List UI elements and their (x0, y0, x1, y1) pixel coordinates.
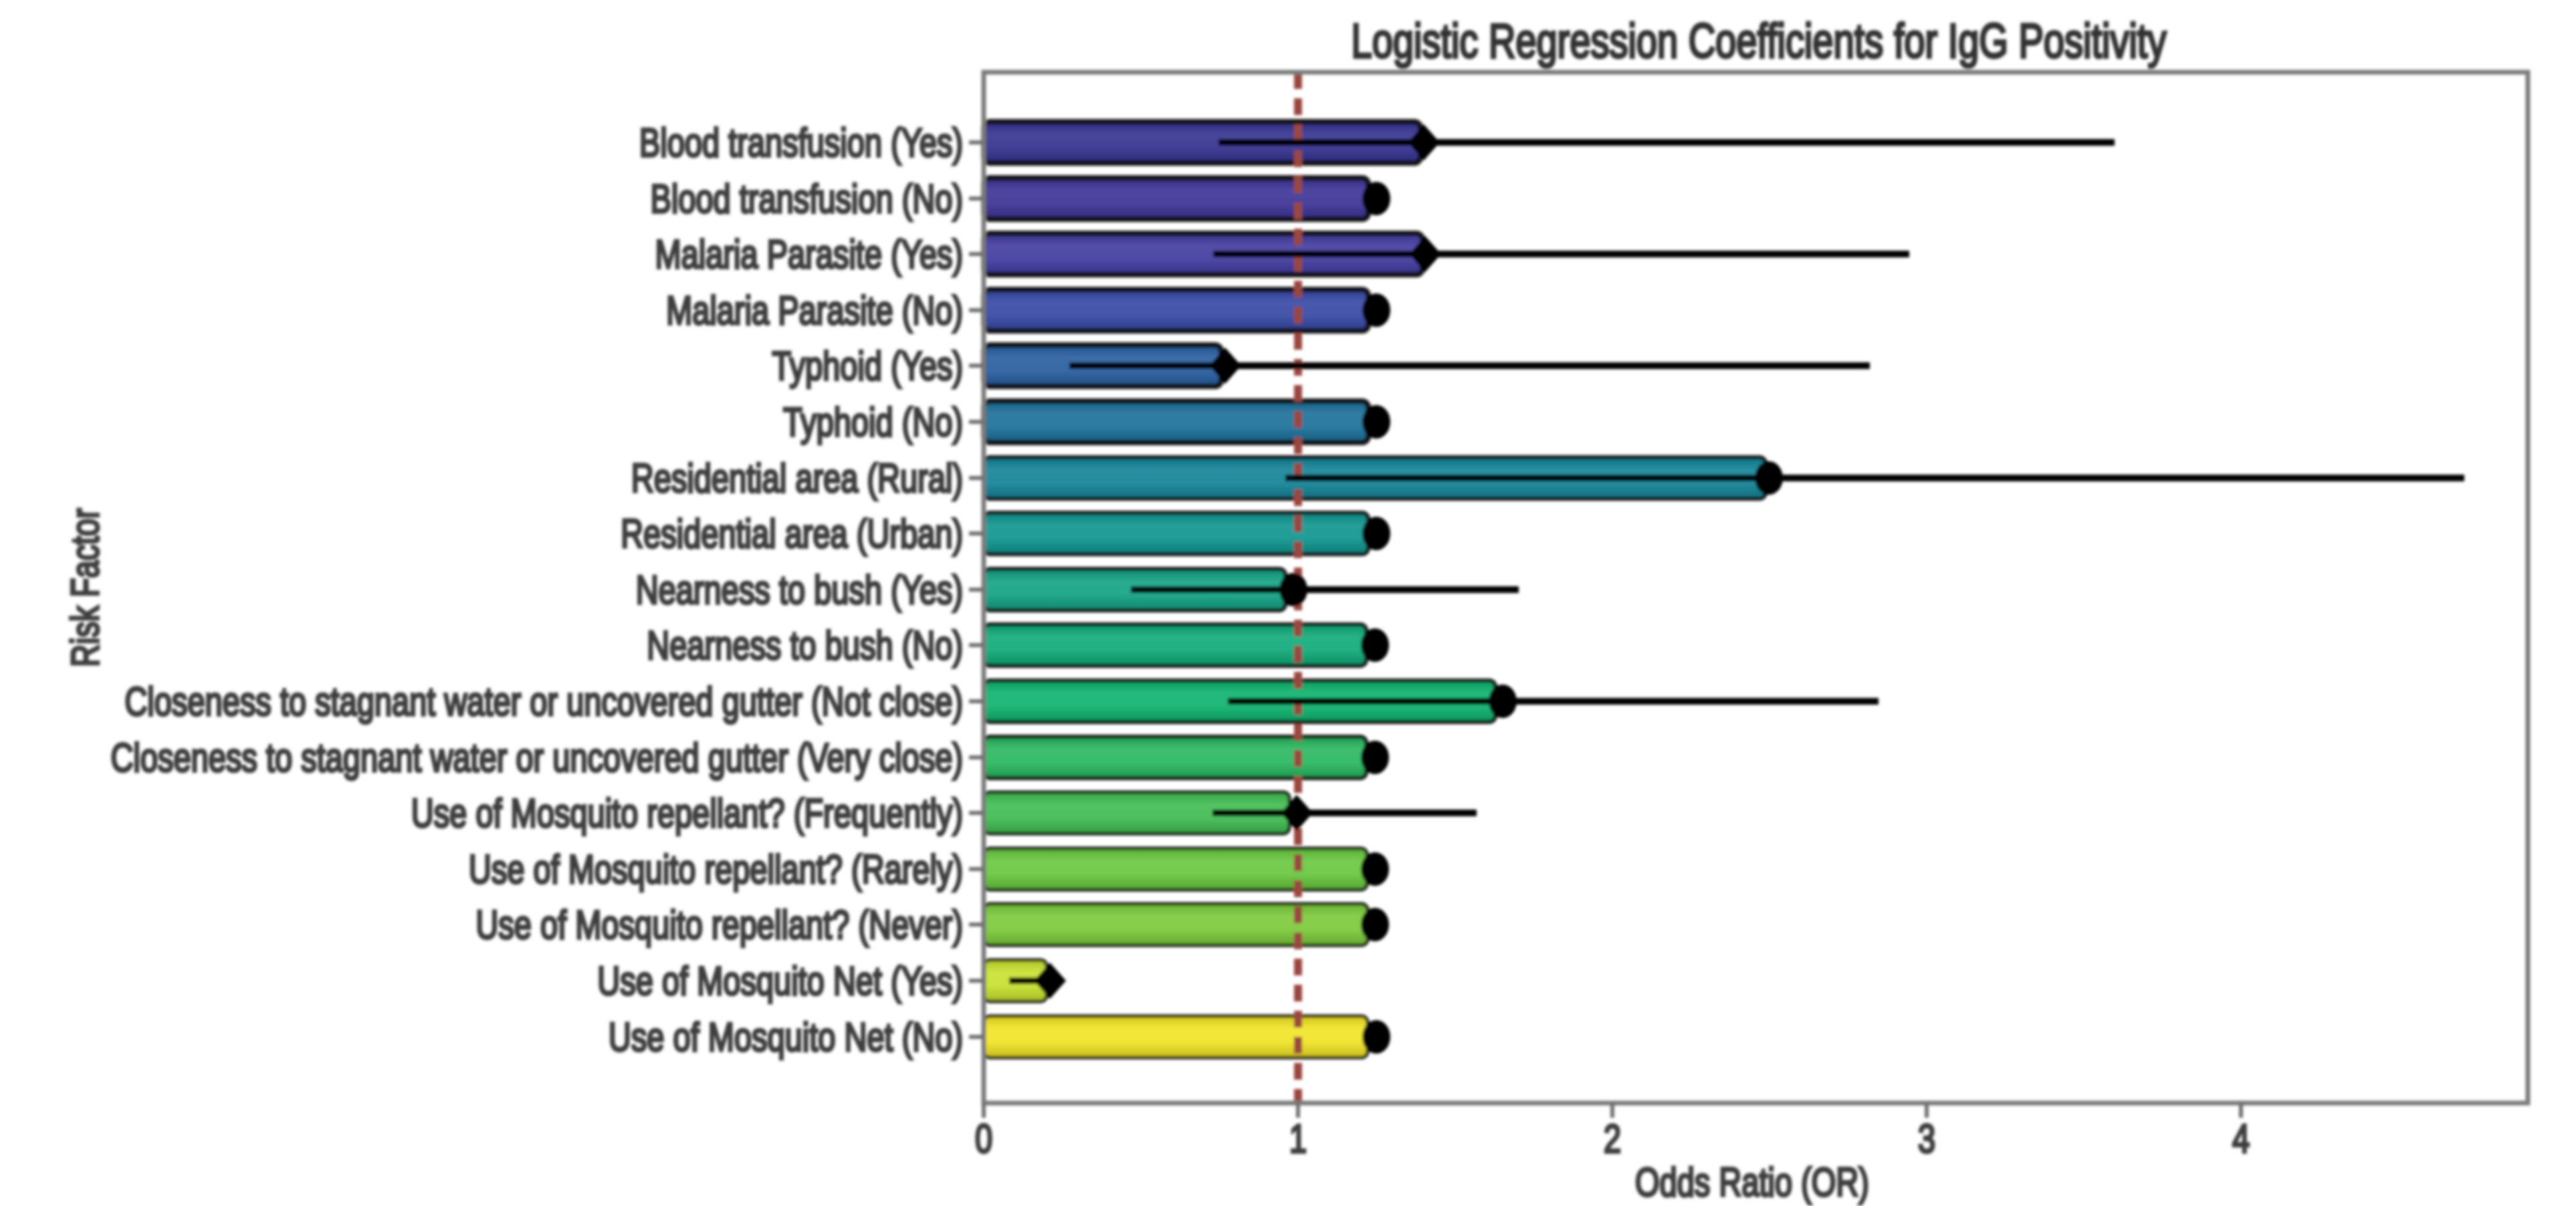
svg-text:Nearness to bush (Yes): Nearness to bush (Yes) (636, 568, 963, 613)
svg-text:Odds Ratio (OR): Odds Ratio (OR) (1635, 1161, 1869, 1205)
svg-text:Typhoid (Yes): Typhoid (Yes) (772, 344, 963, 389)
svg-text:Malaria Parasite (No): Malaria Parasite (No) (666, 289, 963, 334)
svg-text:Risk Factor: Risk Factor (64, 508, 107, 667)
svg-text:4: 4 (2232, 1117, 2250, 1162)
svg-text:Typhoid (No): Typhoid (No) (783, 400, 963, 445)
svg-text:Closeness to stagnant water or: Closeness to stagnant water or uncovered… (110, 736, 963, 781)
svg-text:0: 0 (975, 1117, 992, 1162)
svg-text:Residential area (Rural): Residential area (Rural) (631, 457, 963, 501)
svg-text:Use of Mosquito Net (Yes): Use of Mosquito Net (Yes) (597, 959, 963, 1004)
svg-text:Use of Mosquito repellant? (Ne: Use of Mosquito repellant? (Never) (475, 903, 963, 948)
svg-text:Residential area (Urban): Residential area (Urban) (621, 512, 963, 557)
svg-text:Blood transfusion (Yes): Blood transfusion (Yes) (639, 121, 963, 166)
svg-text:Closeness to stagnant water or: Closeness to stagnant water or uncovered… (124, 680, 963, 725)
svg-text:Logistic Regression Coefficien: Logistic Regression Coefficients for IgG… (1352, 13, 2167, 68)
svg-text:Use of Mosquito repellant? (Ra: Use of Mosquito repellant? (Rarely) (469, 848, 963, 892)
svg-text:3: 3 (1918, 1117, 1935, 1162)
svg-text:Blood transfusion (No): Blood transfusion (No) (651, 177, 963, 222)
svg-text:Use of Mosquito repellant? (Fr: Use of Mosquito repellant? (Frequently) (411, 792, 963, 836)
svg-text:2: 2 (1604, 1117, 1621, 1162)
svg-text:1: 1 (1289, 1117, 1307, 1162)
svg-text:Nearness to bush (No): Nearness to bush (No) (647, 624, 963, 669)
svg-text:Use of Mosquito Net (No): Use of Mosquito Net (No) (609, 1015, 963, 1060)
svg-text:Malaria Parasite (Yes): Malaria Parasite (Yes) (655, 233, 963, 277)
